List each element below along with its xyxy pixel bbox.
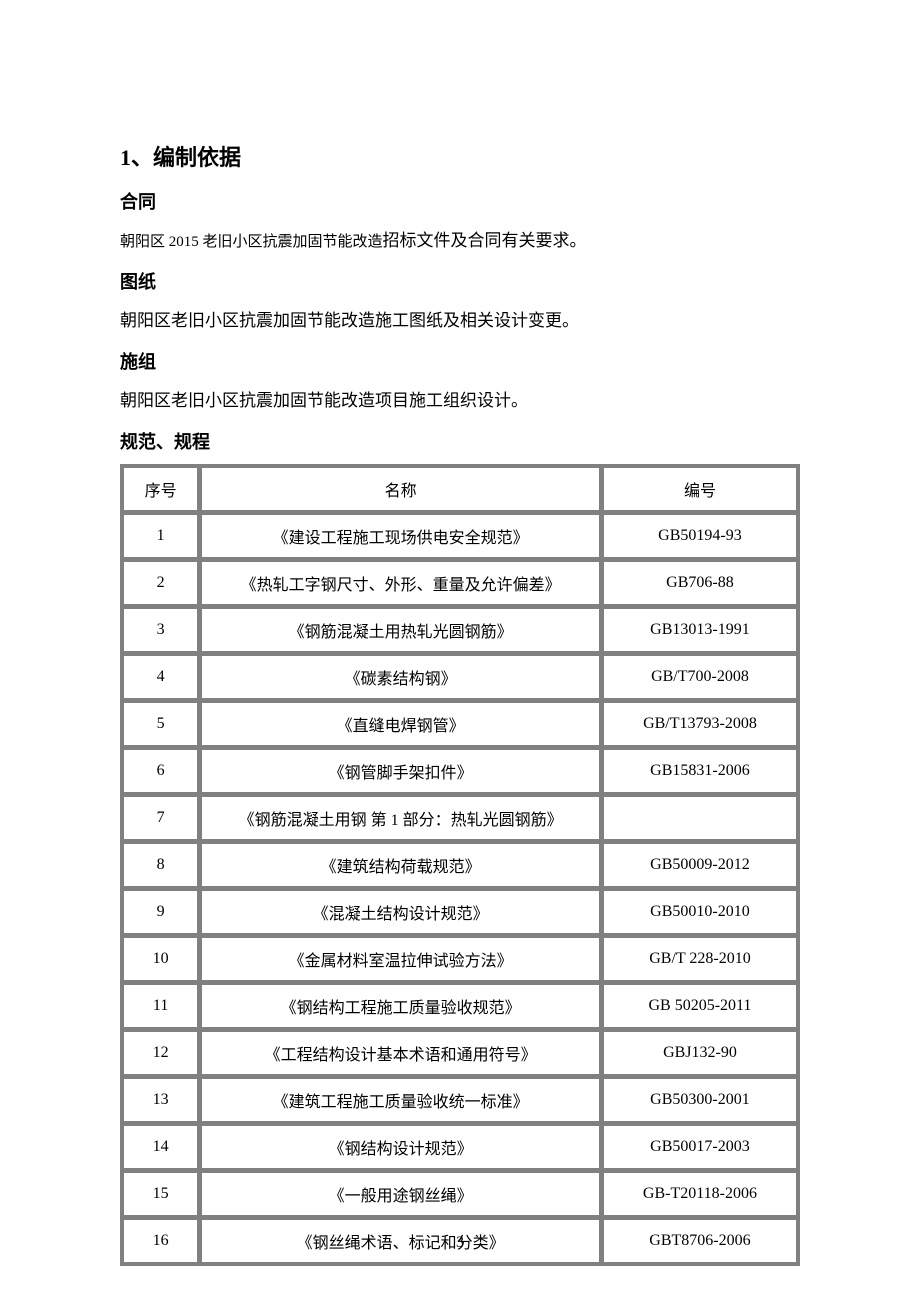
subsection-contract-title: 合同 [120, 188, 800, 214]
contract-text-small: 朝阳区 2015 老旧小区抗震加固节能改造 [120, 234, 383, 250]
cell-name: 《钢筋混凝土用钢 第 1 部分：热轧光圆钢筋》 [201, 796, 600, 840]
cell-name: 《一般用途钢丝绳》 [201, 1172, 600, 1216]
standards-table: 序号 名称 编号 1《建设工程施工现场供电安全规范》GB50194-932《热轧… [120, 464, 800, 1266]
cell-name: 《建筑结构荷载规范》 [201, 843, 600, 887]
table-row: 3《钢筋混凝土用热轧光圆钢筋》GB13013-1991 [123, 608, 797, 652]
cell-seq: 6 [123, 749, 198, 793]
cell-code: GB50300-2001 [603, 1078, 797, 1122]
table-row: 13《建筑工程施工质量验收统一标准》GB50300-2001 [123, 1078, 797, 1122]
cell-name: 《钢管脚手架扣件》 [201, 749, 600, 793]
cell-name: 《碳素结构钢》 [201, 655, 600, 699]
header-code: 编号 [603, 467, 797, 511]
cell-name: 《钢结构工程施工质量验收规范》 [201, 984, 600, 1028]
cell-code: GB/T700-2008 [603, 655, 797, 699]
table-row: 1《建设工程施工现场供电安全规范》GB50194-93 [123, 514, 797, 558]
cell-code: GB706-88 [603, 561, 797, 605]
cell-seq: 14 [123, 1125, 198, 1169]
cell-code: GBJ132-90 [603, 1031, 797, 1075]
cell-code: GB 50205-2011 [603, 984, 797, 1028]
table-row: 6《钢管脚手架扣件》GB15831-2006 [123, 749, 797, 793]
cell-seq: 2 [123, 561, 198, 605]
cell-code: GB13013-1991 [603, 608, 797, 652]
cell-name: 《热轧工字钢尺寸、外形、重量及允许偏差》 [201, 561, 600, 605]
table-row: 9《混凝土结构设计规范》GB50010-2010 [123, 890, 797, 934]
section-title: 1、编制依据 [120, 140, 800, 172]
cell-name: 《钢筋混凝土用热轧光圆钢筋》 [201, 608, 600, 652]
table-row: 11《钢结构工程施工质量验收规范》GB 50205-2011 [123, 984, 797, 1028]
cell-code: GB/T13793-2008 [603, 702, 797, 746]
contract-text: 朝阳区 2015 老旧小区抗震加固节能改造招标文件及合同有关要求。 [120, 224, 800, 258]
cell-seq: 5 [123, 702, 198, 746]
subsection-standards-title: 规范、规程 [120, 428, 800, 454]
cell-seq: 3 [123, 608, 198, 652]
cell-code: GB-T20118-2006 [603, 1172, 797, 1216]
cell-name: 《建筑工程施工质量验收统一标准》 [201, 1078, 600, 1122]
cell-seq: 7 [123, 796, 198, 840]
table-row: 14《钢结构设计规范》GB50017-2003 [123, 1125, 797, 1169]
cell-seq: 13 [123, 1078, 198, 1122]
cell-seq: 12 [123, 1031, 198, 1075]
cell-code: GB50010-2010 [603, 890, 797, 934]
cell-code: GB50009-2012 [603, 843, 797, 887]
table-row: 12《工程结构设计基本术语和通用符号》GBJ132-90 [123, 1031, 797, 1075]
header-name: 名称 [201, 467, 600, 511]
table-row: 15《一般用途钢丝绳》GB-T20118-2006 [123, 1172, 797, 1216]
cell-code: GB50017-2003 [603, 1125, 797, 1169]
cell-name: 《钢结构设计规范》 [201, 1125, 600, 1169]
cell-name: 《工程结构设计基本术语和通用符号》 [201, 1031, 600, 1075]
cell-seq: 4 [123, 655, 198, 699]
table-header-row: 序号 名称 编号 [123, 467, 797, 511]
cell-code: GB15831-2006 [603, 749, 797, 793]
cell-seq: 11 [123, 984, 198, 1028]
construction-text: 朝阳区老旧小区抗震加固节能改造项目施工组织设计。 [120, 384, 800, 418]
table-row: 4《碳素结构钢》GB/T700-2008 [123, 655, 797, 699]
table-row: 10《金属材料室温拉伸试验方法》GB/T 228-2010 [123, 937, 797, 981]
table-row: 2《热轧工字钢尺寸、外形、重量及允许偏差》GB706-88 [123, 561, 797, 605]
cell-seq: 9 [123, 890, 198, 934]
cell-code: GB/T 228-2010 [603, 937, 797, 981]
cell-name: 《建设工程施工现场供电安全规范》 [201, 514, 600, 558]
cell-seq: 15 [123, 1172, 198, 1216]
cell-code [603, 796, 797, 840]
table-row: 7《钢筋混凝土用钢 第 1 部分：热轧光圆钢筋》 [123, 796, 797, 840]
cell-seq: 8 [123, 843, 198, 887]
drawings-text: 朝阳区老旧小区抗震加固节能改造施工图纸及相关设计变更。 [120, 304, 800, 338]
subsection-construction-title: 施组 [120, 348, 800, 374]
contract-text-large: 招标文件及合同有关要求。 [383, 231, 587, 250]
cell-seq: 10 [123, 937, 198, 981]
cell-name: 《直缝电焊钢管》 [201, 702, 600, 746]
table-body: 1《建设工程施工现场供电安全规范》GB50194-932《热轧工字钢尺寸、外形、… [123, 514, 797, 1263]
header-seq: 序号 [123, 467, 198, 511]
table-row: 8《建筑结构荷载规范》GB50009-2012 [123, 843, 797, 887]
cell-name: 《金属材料室温拉伸试验方法》 [201, 937, 600, 981]
cell-name: 《混凝土结构设计规范》 [201, 890, 600, 934]
subsection-drawings-title: 图纸 [120, 268, 800, 294]
cell-seq: 1 [123, 514, 198, 558]
table-row: 5《直缝电焊钢管》GB/T13793-2008 [123, 702, 797, 746]
page-number: 3 [0, 1234, 920, 1252]
cell-code: GB50194-93 [603, 514, 797, 558]
